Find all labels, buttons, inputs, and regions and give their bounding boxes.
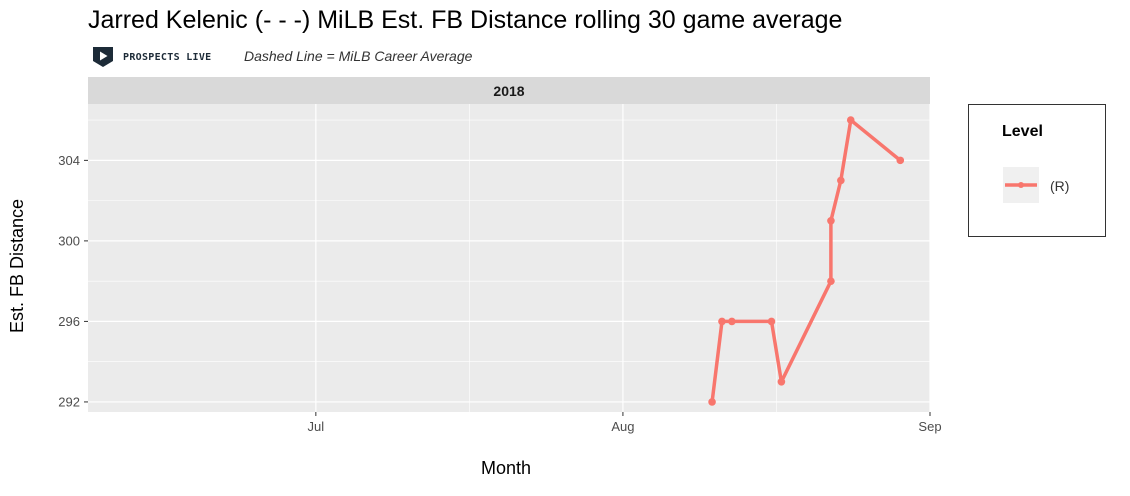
y-tick-label: 304 [58,153,80,168]
chart-subtitle: Dashed Line = MiLB Career Average [244,48,473,64]
data-point [718,317,726,326]
play-shield-icon [93,47,113,67]
x-tick-label: Sep [918,419,941,434]
y-tick-label: 300 [58,233,80,248]
brand-logo: PROSPECTS LIVE [92,46,212,68]
legend-key [1003,167,1039,203]
data-point [708,398,716,406]
data-point [777,378,786,386]
data-point [827,216,835,225]
x-axis-label: Month [481,458,531,478]
legend: Level (R) [968,104,1106,237]
x-tick-label: Jul [308,419,325,434]
y-axis-label: Est. FB Distance [7,199,27,333]
data-point [827,277,835,285]
data-point [837,176,845,185]
facet-label: 2018 [493,83,524,99]
facet-strip [88,77,930,104]
legend-label: (R) [1050,178,1070,194]
legend-title: Level [1002,123,1043,140]
data-point [767,317,776,326]
y-tick-label: 292 [58,394,80,409]
data-point [728,317,736,326]
chart-title: Jarred Kelenic (- - -) MiLB Est. FB Dist… [88,6,843,34]
series-line [710,118,903,404]
data-point [846,116,855,124]
x-tick-label: Aug [611,419,634,434]
y-tick-label: 296 [58,314,80,329]
data-point [896,156,905,165]
legend-key-point [1018,182,1024,188]
brand-name: PROSPECTS LIVE [123,51,212,63]
plot-panel [88,104,930,412]
